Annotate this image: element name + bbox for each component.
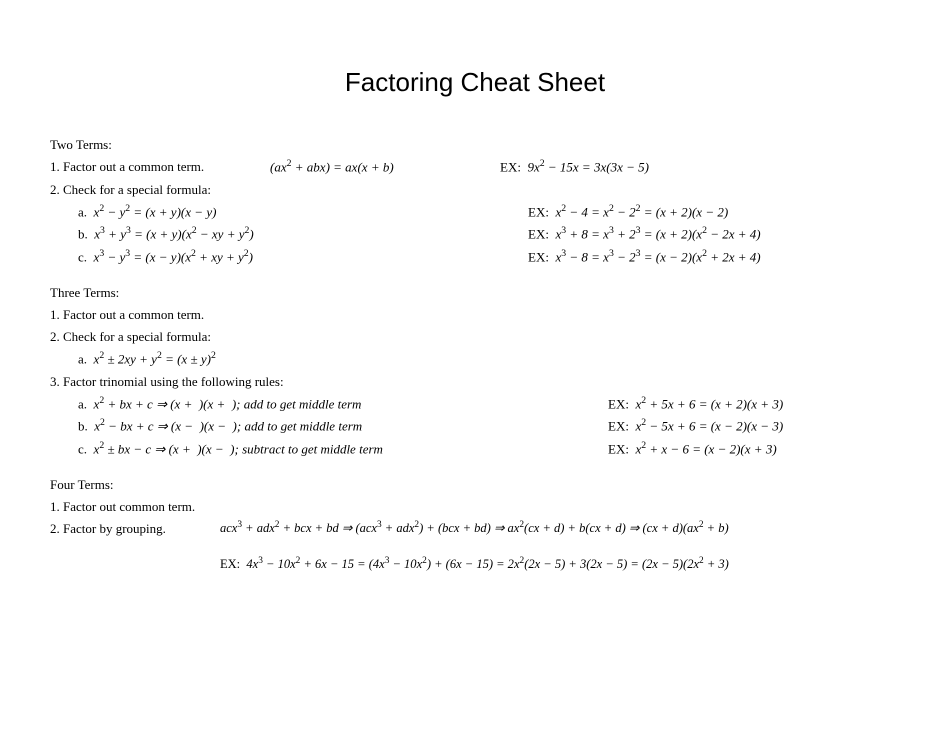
document-page: Factoring Cheat Sheet Two Terms: 1. Fact… (0, 0, 950, 735)
three-sub-a: a. x2 + bx + c ⇒ (x + )(x + ); add to ge… (50, 393, 608, 415)
three-item2-a: a. x2 ± 2xy + y2 = (x ± y)2 (50, 348, 900, 370)
three-sub-a-ex: EX: x2 + 5x + 6 = (x + 2)(x + 3) (608, 393, 783, 415)
two-item1-formula: (ax2 + abx) = ax(x + b) (270, 156, 500, 178)
three-sub-b-row: b. x2 − bx + c ⇒ (x − )(x − ); add to ge… (50, 415, 900, 437)
two-sub-b-row: b. x3 + y3 = (x + y)(x2 − xy + y2) EX: x… (50, 223, 900, 245)
three-sub-b-ex: EX: x2 − 5x + 6 = (x − 2)(x − 3) (608, 415, 783, 437)
page-title: Factoring Cheat Sheet (50, 60, 900, 104)
two-item2-label: 2. Check for a special formula: (50, 179, 900, 201)
three-terms-heading: Three Terms: (50, 282, 900, 304)
three-sub-b: b. x2 − bx + c ⇒ (x − )(x − ); add to ge… (50, 415, 608, 437)
two-sub-a-ex: EX: x2 − 4 = x2 − 22 = (x + 2)(x − 2) (528, 201, 728, 223)
two-sub-c: c. x3 − y3 = (x − y)(x2 + xy + y2) (50, 246, 528, 268)
two-sub-b: b. x3 + y3 = (x + y)(x2 − xy + y2) (50, 223, 528, 245)
four-item2-row: 2. Factor by grouping. acx3 + adx2 + bcx… (50, 518, 900, 540)
two-item1-ex: EX: 9x2 − 15x = 3x(3x − 5) (500, 156, 649, 178)
section-three-terms: Three Terms: 1. Factor out a common term… (50, 282, 900, 460)
three-item3: 3. Factor trinomial using the following … (50, 371, 900, 393)
two-sub-c-row: c. x3 − y3 = (x − y)(x2 + xy + y2) EX: x… (50, 246, 900, 268)
three-sub-a-row: a. x2 + bx + c ⇒ (x + )(x + ); add to ge… (50, 393, 900, 415)
two-sub-c-ex: EX: x3 − 8 = x3 − 23 = (x − 2)(x2 + 2x +… (528, 246, 761, 268)
two-sub-a-row: a. x2 − y2 = (x + y)(x − y) EX: x2 − 4 =… (50, 201, 900, 223)
three-item2: 2. Check for a special formula: (50, 326, 900, 348)
three-sub-c-ex: EX: x2 + x − 6 = (x − 2)(x + 3) (608, 438, 777, 460)
section-two-terms: Two Terms: 1. Factor out a common term. … (50, 134, 900, 268)
four-terms-heading: Four Terms: (50, 474, 900, 496)
two-item1-row: 1. Factor out a common term. (ax2 + abx)… (50, 156, 900, 178)
four-item2-formula: acx3 + adx2 + bcx + bd ⇒ (acx3 + adx2) +… (220, 518, 729, 540)
four-item2-ex-row: EX: 4x3 − 10x2 + 6x − 15 = (4x3 − 10x2) … (50, 554, 900, 575)
two-item1-label: 1. Factor out a common term. (50, 156, 270, 178)
two-terms-heading: Two Terms: (50, 134, 900, 156)
four-item2-ex: EX: 4x3 − 10x2 + 6x − 15 = (4x3 − 10x2) … (220, 554, 729, 575)
four-item2-label: 2. Factor by grouping. (50, 518, 220, 540)
two-sub-b-ex: EX: x3 + 8 = x3 + 23 = (x + 2)(x2 − 2x +… (528, 223, 761, 245)
three-sub-c-row: c. x2 ± bx − c ⇒ (x + )(x − ); subtract … (50, 438, 900, 460)
section-four-terms: Four Terms: 1. Factor out common term. 2… (50, 474, 900, 576)
three-item1: 1. Factor out a common term. (50, 304, 900, 326)
three-sub-c: c. x2 ± bx − c ⇒ (x + )(x − ); subtract … (50, 438, 608, 460)
four-item1: 1. Factor out common term. (50, 496, 900, 518)
two-sub-a: a. x2 − y2 = (x + y)(x − y) (50, 201, 528, 223)
